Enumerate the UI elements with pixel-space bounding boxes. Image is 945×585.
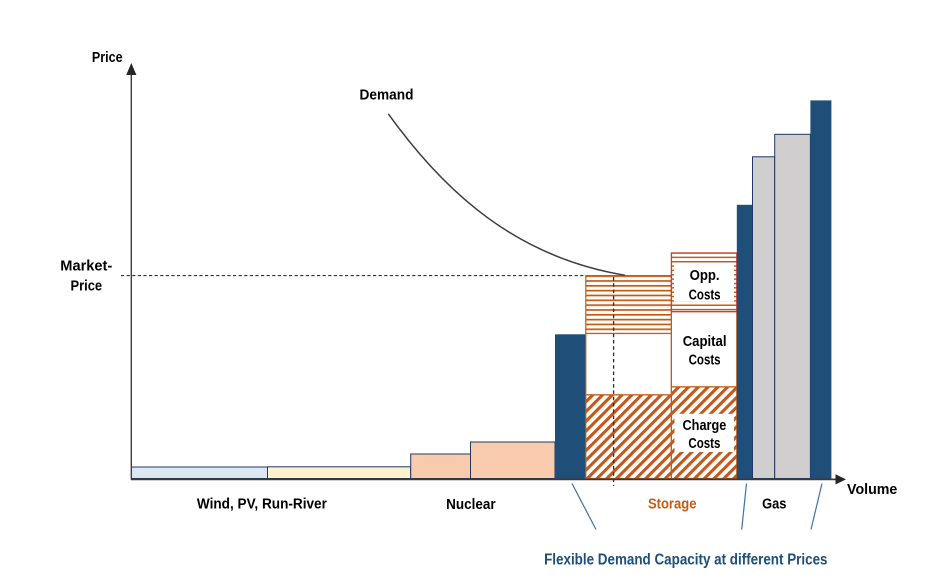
svg-text:Price: Price bbox=[92, 49, 123, 66]
svg-text:Charge: Charge bbox=[683, 418, 727, 434]
svg-text:Costs: Costs bbox=[689, 288, 721, 304]
svg-text:Costs: Costs bbox=[689, 353, 721, 369]
svg-text:Costs: Costs bbox=[688, 436, 720, 452]
svg-text:Flexible Demand Capacity at di: Flexible Demand Capacity at different Pr… bbox=[544, 551, 827, 568]
svg-text:Market-: Market- bbox=[60, 257, 112, 274]
svg-text:Wind, PV, Run-River: Wind, PV, Run-River bbox=[197, 496, 327, 513]
svg-text:Nuclear: Nuclear bbox=[446, 496, 496, 513]
svg-text:Volume: Volume bbox=[847, 481, 897, 498]
svg-text:Opp.: Opp. bbox=[690, 268, 720, 284]
svg-text:Capital: Capital bbox=[683, 334, 727, 350]
svg-text:Demand: Demand bbox=[360, 87, 414, 104]
svg-text:Storage: Storage bbox=[648, 495, 697, 512]
svg-text:Gas: Gas bbox=[762, 495, 786, 512]
svg-text:Price: Price bbox=[70, 278, 102, 295]
